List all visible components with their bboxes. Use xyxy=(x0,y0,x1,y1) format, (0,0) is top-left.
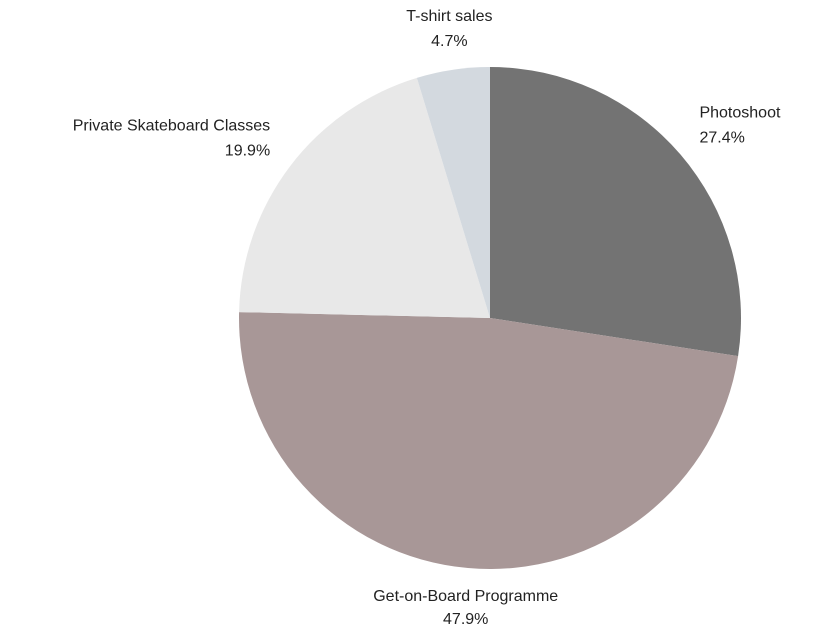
slice-value-label: 27.4% xyxy=(699,129,744,146)
slice-label: Private Skateboard Classes xyxy=(73,117,270,134)
slice-label: T-shirt sales xyxy=(406,8,492,25)
pie-slice xyxy=(239,77,490,319)
slice-value-label: 19.9% xyxy=(225,142,270,159)
slice-value-label: 47.9% xyxy=(443,611,488,628)
pie-slice xyxy=(490,67,741,357)
slice-label: Get-on-Board Programme xyxy=(373,588,558,605)
slice-value-label: 4.7% xyxy=(431,33,467,50)
pie-slice xyxy=(416,67,490,318)
slice-label: Photoshoot xyxy=(699,104,781,121)
pie-slice xyxy=(238,312,739,570)
